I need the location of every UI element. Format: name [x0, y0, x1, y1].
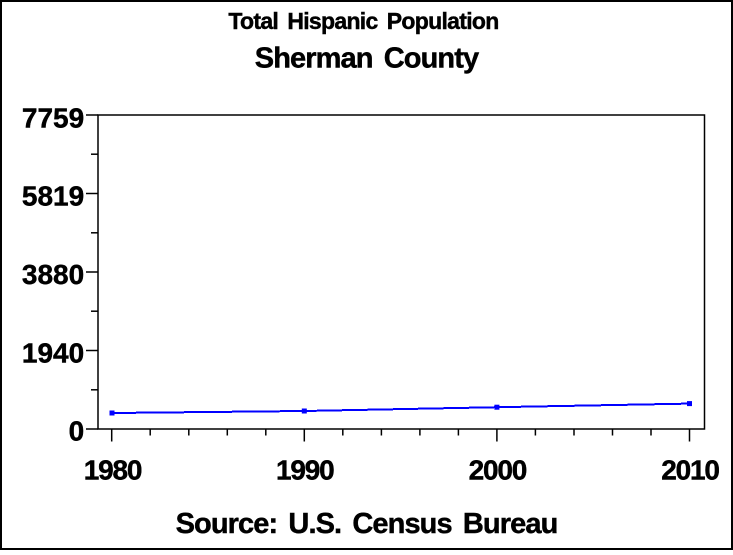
svg-text:Total Hispanic Population: Total Hispanic Population [228, 8, 498, 34]
svg-text:Source: U.S. Census Bureau: Source: U.S. Census Bureau [176, 508, 558, 540]
svg-text:2000: 2000 [469, 454, 527, 485]
svg-text:5819: 5819 [22, 181, 84, 212]
svg-text:0: 0 [69, 416, 85, 447]
svg-text:1940: 1940 [22, 337, 84, 368]
svg-text:7759: 7759 [22, 102, 84, 133]
svg-text:1990: 1990 [276, 454, 334, 485]
svg-text:2010: 2010 [661, 454, 719, 485]
svg-text:1980: 1980 [84, 454, 142, 485]
svg-text:Sherman County: Sherman County [255, 43, 479, 75]
svg-text:3880: 3880 [22, 259, 84, 290]
